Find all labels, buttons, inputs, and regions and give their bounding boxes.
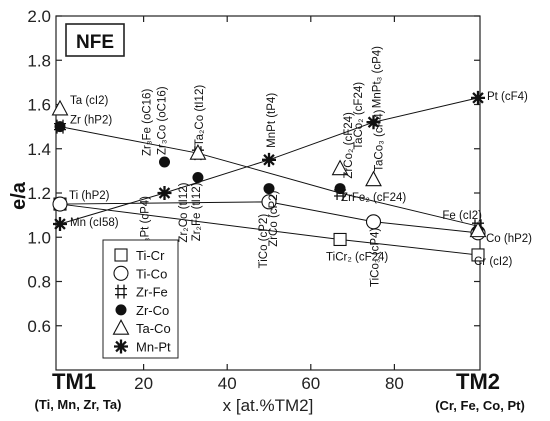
annotation-label: Mn (cI58)	[70, 217, 119, 229]
point-zr-co	[334, 183, 346, 195]
x-tick-label: 80	[385, 374, 404, 393]
legend-entry: Mn-Pt	[136, 340, 171, 355]
annotation-label: TiCo (cP2)	[258, 214, 270, 269]
legend-entry: Ta-Co	[136, 321, 171, 336]
x-axis-label: x [at.%TM2]	[223, 396, 314, 415]
legend-marker	[114, 248, 128, 262]
annotation-label: Cr (cI2)	[474, 256, 513, 268]
annotation-label: Zr₃Fe (oC16)	[142, 89, 154, 156]
legend-marker	[115, 284, 127, 299]
annotation-label: TiCr₂ (cF24)	[326, 251, 388, 263]
point-ti-cr	[471, 248, 485, 262]
legend-entry: Ti-Co	[136, 266, 167, 281]
annotation-label: MnPt₃ (cP4)	[372, 46, 384, 108]
y-tick-label: 1.4	[27, 140, 51, 159]
annotation-label: Ta (cI2)	[70, 95, 109, 107]
y-axis-label: e/a	[8, 181, 30, 210]
annotation-label: ZrCo₂ (cF24)	[343, 112, 355, 179]
point-ti-cr	[333, 232, 347, 247]
y-tick-label: 1.0	[27, 228, 51, 247]
point-annotations: Ta (cI2) Zr (hP2) Ti (hP2) Mn (cI58) Pt (cF4…	[69, 46, 532, 287]
point-zr-co	[54, 121, 66, 133]
series-line-ti-co	[59, 201, 479, 234]
annotation-label: MnPt (tP4)	[266, 93, 278, 148]
y-tick-label: 2.0	[27, 7, 51, 26]
point-mn-pt	[262, 152, 276, 167]
annotation-label: Pt (cF4)	[487, 91, 528, 103]
tm2-elements: (Cr, Fe, Co, Pt)	[435, 398, 525, 413]
legend: Ti-Cr Ti-Co Zr-Fe Zr-Co Ta-Co Mn-Pt	[102, 239, 179, 359]
annotation-label: Fe (cI2)	[442, 210, 482, 222]
axis-ticks: 0.6 0.8 1.0 1.2 1.4 1.6 1.8 2.0 20 40 60 80	[27, 7, 480, 393]
annotation-label: Zr (hP2)	[70, 115, 112, 127]
annotation-label: TaCo₃ (cP4)	[374, 109, 386, 171]
y-tick-label: 0.6	[27, 317, 51, 336]
point-ta-co	[469, 221, 487, 238]
nfe-badge: NFE	[76, 32, 114, 53]
annotation-label: Zr₂Co (tI12)	[178, 182, 190, 242]
annotation-label: Zr₃Co (oC16)	[157, 86, 169, 155]
point-ta-co	[51, 99, 69, 116]
annotation-label: TiCo₃ (cP4)	[370, 228, 382, 287]
legend-marker	[112, 319, 130, 335]
point-zr-co	[192, 172, 204, 184]
series-markers	[51, 90, 487, 262]
legend-entry: Zr-Co	[136, 303, 169, 318]
y-tick-label: 1.6	[27, 96, 51, 115]
legend-marker	[113, 265, 129, 281]
point-mn-pt	[471, 90, 485, 105]
x-tick-label: 40	[218, 374, 237, 393]
point-mn-pt	[157, 186, 172, 200]
point-ti-co	[52, 196, 68, 212]
point-ti-co	[261, 194, 277, 210]
tm1-elements: (Ti, Mn, Zr, Ta)	[35, 397, 122, 412]
series-line-zr-fe	[59, 126, 479, 227]
x-tick-label: 20	[134, 374, 153, 393]
annotation-label: Ti (hP2)	[69, 190, 110, 202]
x-tick-label: 60	[301, 374, 320, 393]
annotation-label: ZrFe₂ (cF24)	[341, 192, 406, 204]
annotation-label: Co (hP2)	[486, 233, 532, 245]
point-zr-co	[263, 183, 275, 195]
tm2-label: TM2	[456, 369, 500, 394]
legend-marker	[115, 304, 127, 316]
tm1-label: TM1	[52, 369, 96, 394]
point-ta-co	[331, 159, 349, 176]
point-ti-co	[365, 214, 382, 230]
y-tick-label: 1.8	[27, 51, 51, 70]
y-tick-label: 0.8	[27, 273, 51, 292]
nfe-badge-box	[65, 23, 125, 57]
legend-marker	[114, 339, 128, 354]
point-ta-co	[189, 144, 207, 160]
legend-entry: Ti-Cr	[136, 248, 165, 263]
annotation-label: Ta₂Co (tI12)	[194, 85, 206, 147]
annotation-label: ZrCo (cP2)	[268, 190, 280, 246]
point-mn-pt	[53, 216, 67, 231]
annotation-label: TaCo₂ (cF24)	[353, 82, 365, 150]
annotation-label: Zr₂Fe (tI12)	[191, 182, 203, 241]
y-tick-label: 1.2	[27, 184, 51, 203]
point-zr-co	[159, 156, 170, 168]
point-ta-co	[365, 170, 382, 187]
point-mn-pt	[366, 115, 381, 130]
legend-entry: Zr-Fe	[136, 285, 168, 300]
